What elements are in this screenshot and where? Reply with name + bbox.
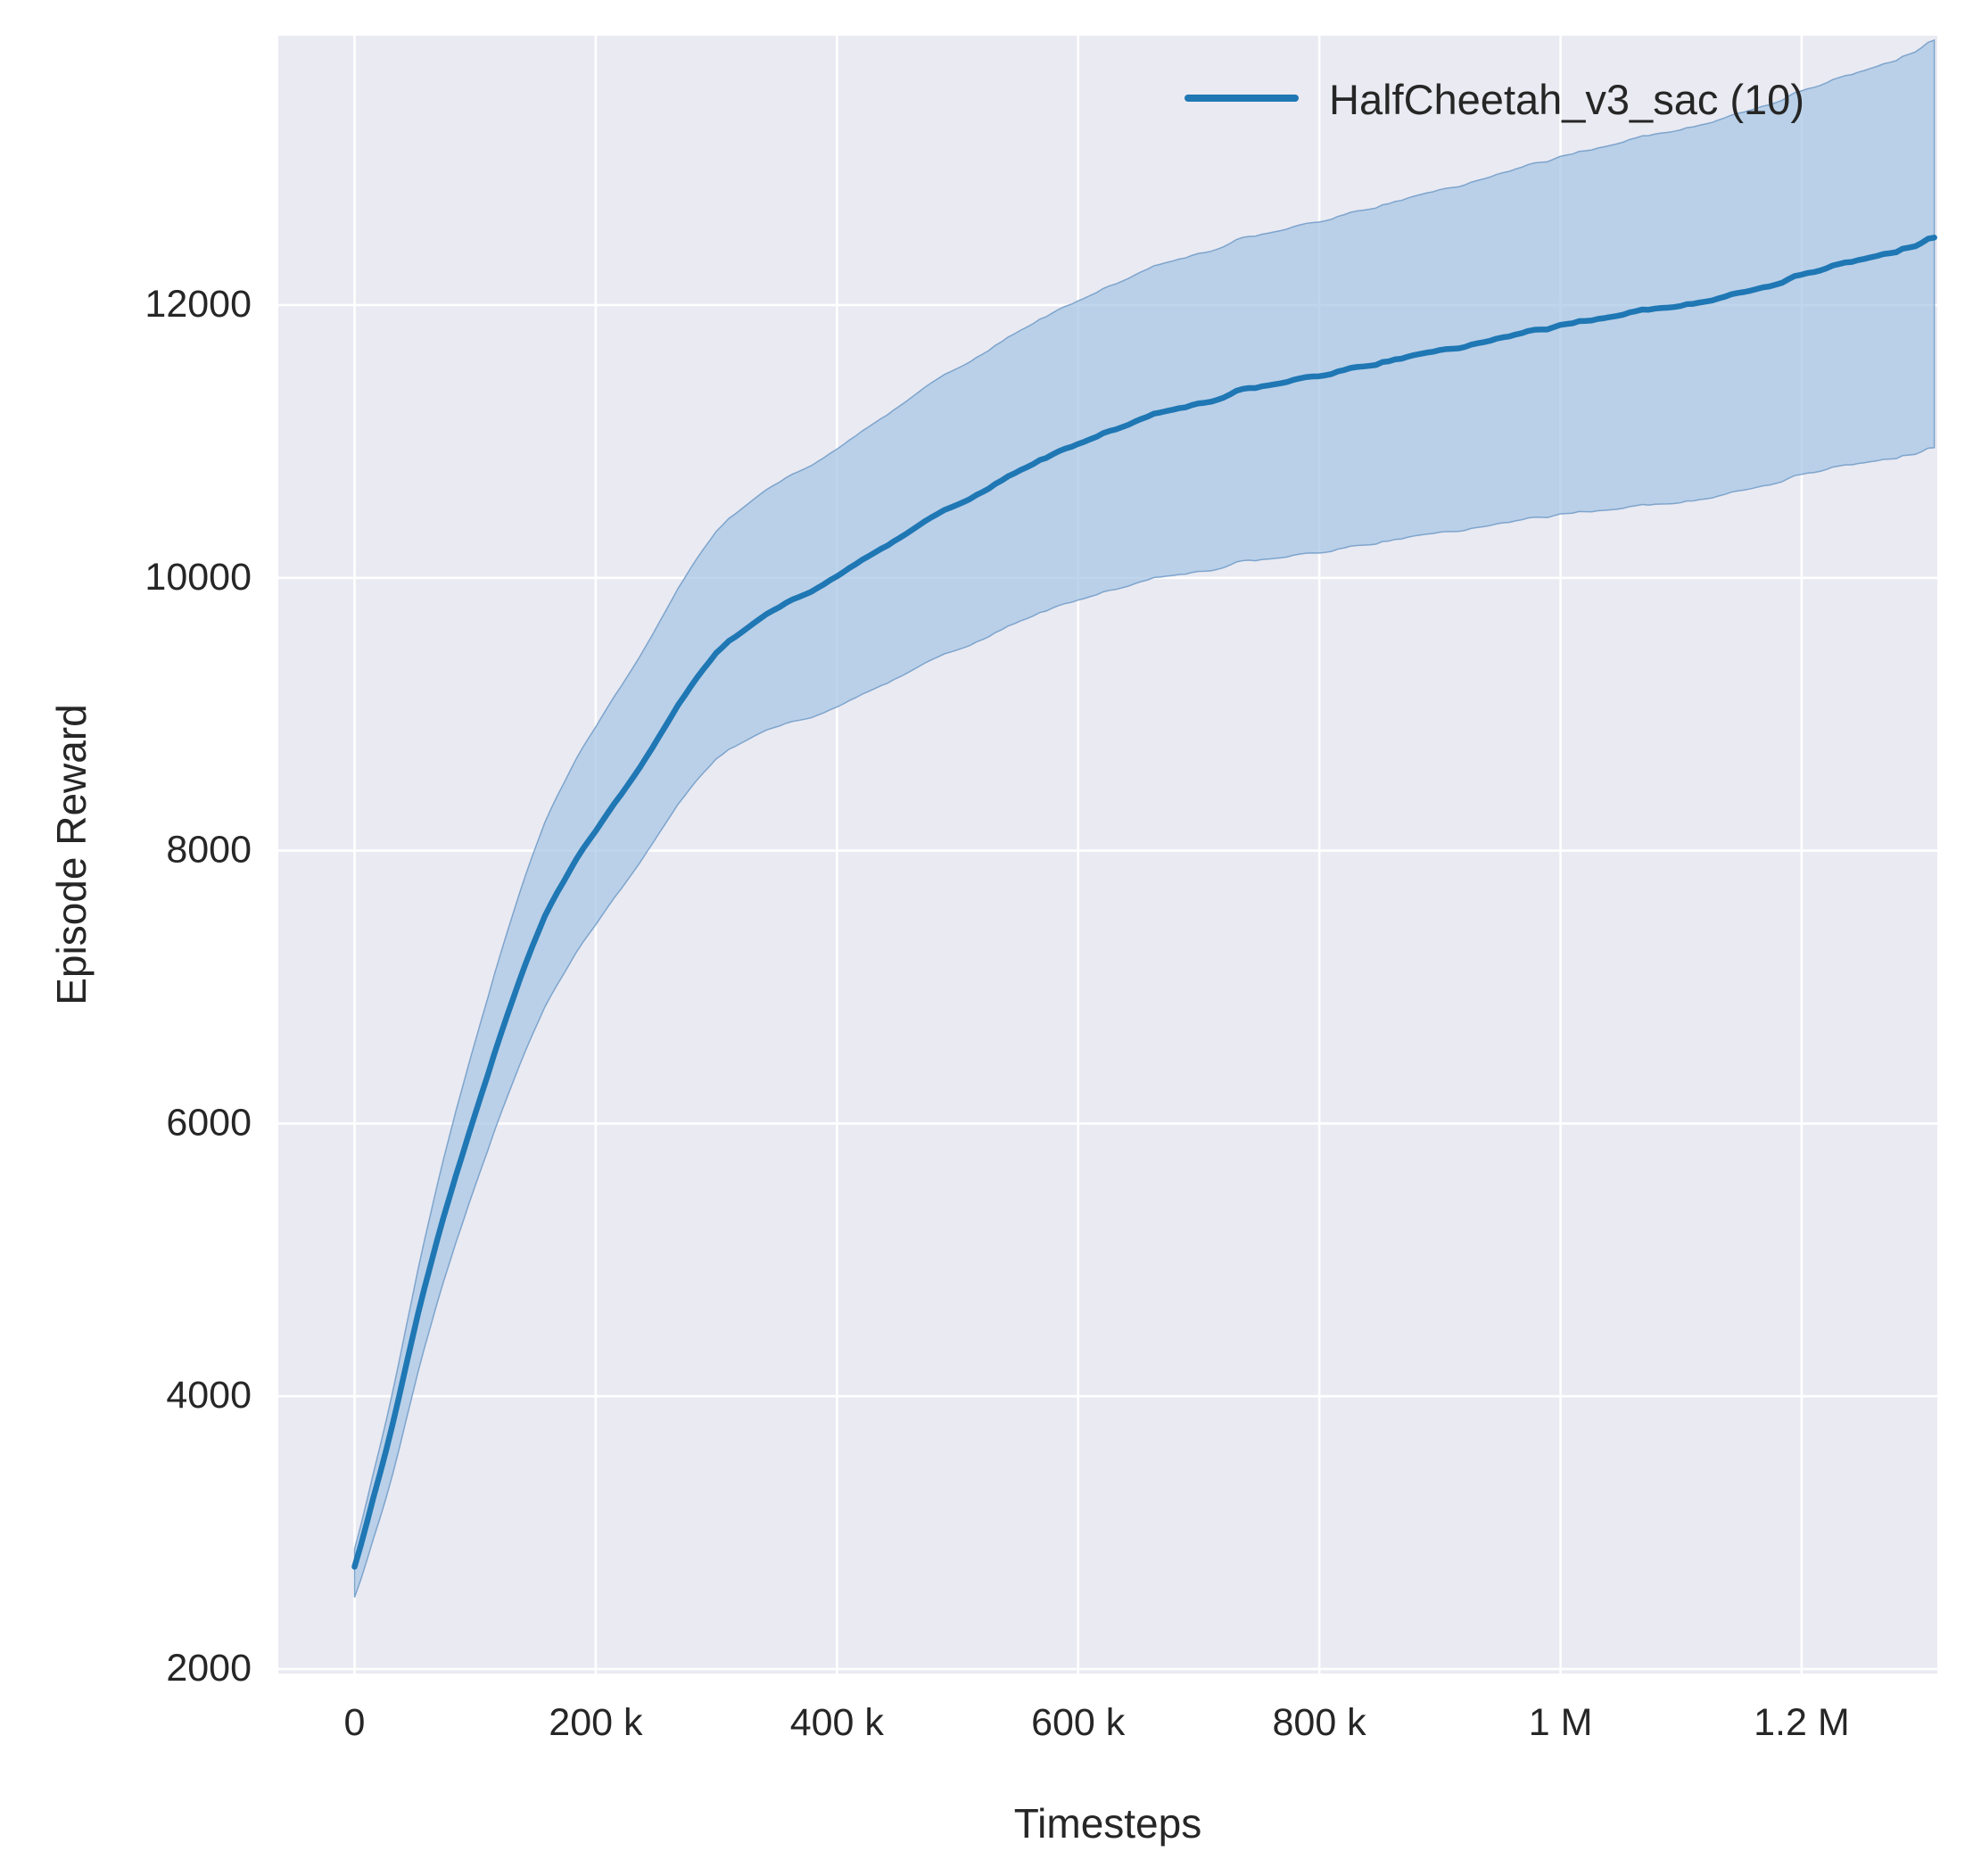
- svg-text:2000: 2000: [166, 1647, 252, 1690]
- svg-text:HalfCheetah_v3_sac (10): HalfCheetah_v3_sac (10): [1329, 76, 1804, 123]
- svg-text:6000: 6000: [166, 1101, 252, 1144]
- svg-text:8000: 8000: [166, 829, 252, 872]
- svg-text:4000: 4000: [166, 1374, 252, 1417]
- svg-text:12000: 12000: [144, 283, 252, 326]
- svg-text:400 k: 400 k: [790, 1701, 885, 1744]
- svg-text:800 k: 800 k: [1272, 1701, 1366, 1744]
- svg-text:1.2 M: 1.2 M: [1754, 1701, 1850, 1744]
- svg-text:0: 0: [344, 1701, 366, 1744]
- svg-text:10000: 10000: [144, 556, 252, 599]
- svg-text:Episode Reward: Episode Reward: [48, 704, 95, 1005]
- svg-text:600 k: 600 k: [1031, 1701, 1126, 1744]
- svg-text:Timesteps: Timesteps: [1014, 1800, 1201, 1847]
- svg-text:1 M: 1 M: [1529, 1701, 1593, 1744]
- svg-text:200 k: 200 k: [549, 1701, 643, 1744]
